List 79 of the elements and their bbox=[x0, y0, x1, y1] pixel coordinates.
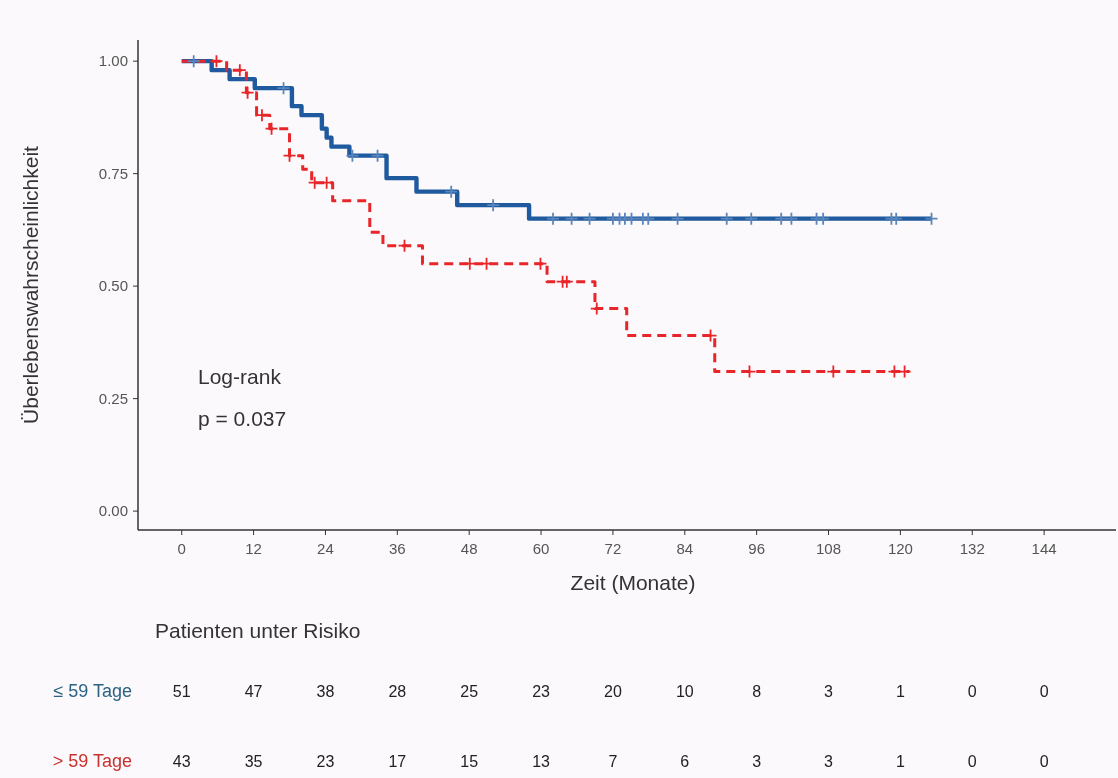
text: 8 bbox=[752, 683, 762, 700]
point bbox=[624, 211, 639, 226]
text: 13 bbox=[532, 753, 551, 770]
point bbox=[924, 211, 939, 226]
x-tick-label: 72 bbox=[604, 540, 622, 557]
y-tick-label: 0.75 bbox=[98, 164, 128, 182]
text: 23 bbox=[532, 683, 551, 700]
text: 0 bbox=[1039, 753, 1049, 770]
annotation: Log-rank bbox=[198, 365, 282, 388]
x-tick-label: 36 bbox=[388, 540, 406, 557]
point bbox=[582, 211, 597, 226]
text: ≤ 59 Tage bbox=[53, 681, 132, 701]
text: > 59 Tage bbox=[52, 751, 132, 771]
x-tick-label: 48 bbox=[460, 540, 478, 557]
point bbox=[816, 211, 831, 226]
text: 7 bbox=[608, 753, 618, 770]
point bbox=[370, 148, 385, 163]
text: 43 bbox=[172, 753, 191, 770]
text: 35 bbox=[244, 753, 263, 770]
text: 51 bbox=[172, 683, 191, 700]
point bbox=[533, 256, 548, 271]
point bbox=[486, 198, 501, 213]
text: 28 bbox=[388, 683, 407, 700]
text: 3 bbox=[824, 753, 834, 770]
point bbox=[887, 364, 902, 379]
x-tick-label: 12 bbox=[245, 540, 262, 557]
text: 20 bbox=[604, 683, 622, 700]
text: 38 bbox=[316, 683, 335, 700]
text: 1 bbox=[895, 683, 905, 700]
y-axis-title: Überlebenswahrscheinlichkeit bbox=[19, 145, 42, 424]
text: 10 bbox=[675, 683, 694, 700]
point bbox=[889, 211, 904, 226]
point bbox=[564, 211, 579, 226]
point bbox=[209, 54, 224, 69]
point bbox=[479, 256, 494, 271]
text: 0 bbox=[967, 753, 977, 770]
point bbox=[784, 211, 799, 226]
point bbox=[670, 211, 685, 226]
text: 3 bbox=[752, 753, 762, 770]
text: 0 bbox=[967, 683, 977, 700]
text: 17 bbox=[388, 753, 407, 770]
point bbox=[307, 175, 322, 190]
text: 23 bbox=[316, 753, 335, 770]
text: 0 bbox=[1039, 683, 1049, 700]
point bbox=[444, 184, 459, 199]
y-tick-label: 0.25 bbox=[98, 389, 128, 407]
point bbox=[719, 211, 734, 226]
x-axis-title: Zeit (Monate) bbox=[570, 571, 696, 594]
point bbox=[462, 256, 477, 271]
y-tick-label: 0.50 bbox=[98, 277, 128, 295]
y-tick-label: 1.00 bbox=[98, 52, 128, 70]
text: 6 bbox=[680, 753, 690, 770]
point bbox=[744, 211, 759, 226]
x-tick-label: 132 bbox=[959, 540, 985, 557]
point bbox=[546, 211, 560, 226]
point bbox=[345, 148, 360, 163]
x-tick-label: 24 bbox=[317, 540, 334, 557]
text: 3 bbox=[824, 683, 834, 700]
x-tick-label: 96 bbox=[748, 540, 766, 557]
annotation: p = 0.037 bbox=[198, 407, 287, 430]
point bbox=[186, 54, 201, 69]
x-tick-label: 144 bbox=[1031, 540, 1057, 557]
point bbox=[319, 175, 334, 190]
text: 1 bbox=[895, 753, 905, 770]
point bbox=[240, 85, 255, 100]
text: 47 bbox=[244, 683, 263, 700]
y-tick-label: 0.00 bbox=[98, 502, 128, 520]
point bbox=[276, 81, 291, 96]
text: 15 bbox=[460, 753, 479, 770]
x-tick-label: 120 bbox=[887, 540, 913, 557]
point bbox=[559, 274, 574, 289]
text: Patienten unter Risiko bbox=[155, 619, 361, 642]
x-tick-label: 0 bbox=[177, 540, 186, 557]
text: 25 bbox=[460, 683, 479, 700]
x-tick-label: 84 bbox=[676, 540, 694, 557]
x-tick-label: 60 bbox=[532, 540, 550, 557]
point bbox=[264, 121, 279, 136]
point bbox=[397, 238, 412, 253]
x-tick-label: 108 bbox=[816, 540, 842, 557]
